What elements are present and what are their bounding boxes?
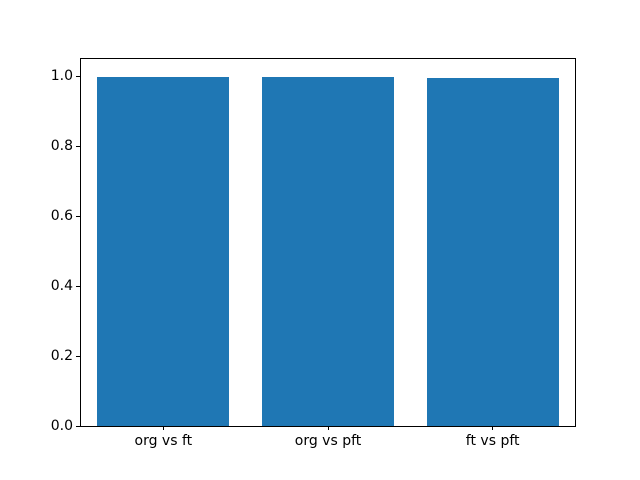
y-tick-mark [76,215,80,217]
x-tick-mark [162,426,164,430]
bar-ft-vs-pft [426,78,559,426]
x-tick-mark [492,426,494,430]
bar-org-vs-ft [97,77,230,426]
x-axis-tick-label: org vs ft [134,433,193,449]
y-tick-mark [76,285,80,287]
x-axis-tick-label: org vs pft [294,433,362,449]
y-tick-mark [76,355,80,357]
y-axis-tick-label: 0.8 [50,138,73,155]
y-axis-tick-label: 0.6 [50,208,73,225]
plot-area: 0.0 0.2 0.4 0.6 0.8 1.0 org vs ft org vs pft ft … [51,58,576,449]
y-tick-mark [76,75,80,77]
y-axis-tick-label: 0.4 [50,278,73,295]
y-axis-tick-label: 1.0 [50,68,73,85]
x-tick-mark [327,426,329,430]
y-axis-tick-label: 0.0 [50,418,73,434]
y-tick-mark [76,145,80,147]
bar-org-vs-pft [262,77,394,426]
y-axis-tick-label: 0.2 [50,348,73,365]
x-axis-tick-label: ft vs pft [465,433,520,449]
y-tick-mark [76,425,80,427]
